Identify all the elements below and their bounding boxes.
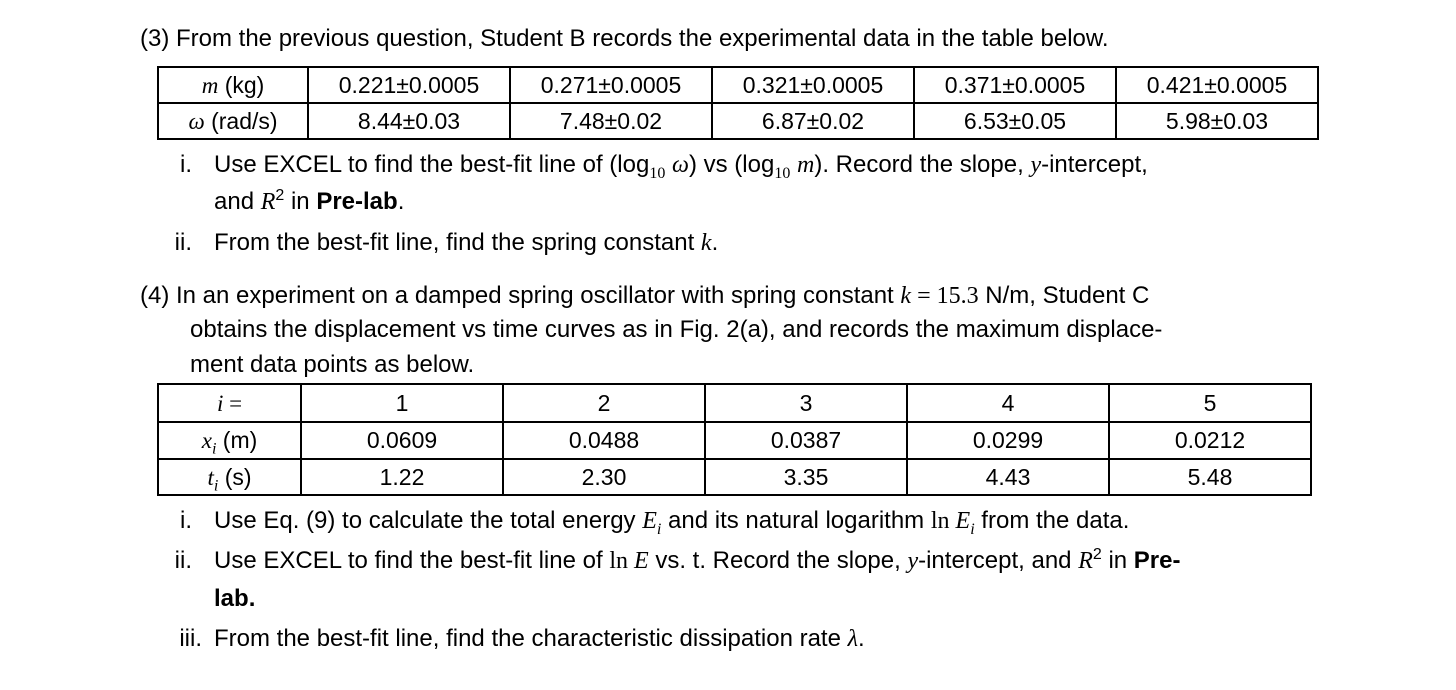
row-header-mass: m (kg) xyxy=(157,66,309,104)
table-cell: 5.98±0.03 xyxy=(1115,102,1319,140)
table-row: i = 1 2 3 4 5 xyxy=(157,383,1312,423)
table-row: ω (rad/s) 8.44±0.03 7.48±0.02 6.87±0.02 … xyxy=(157,102,1319,140)
q4-item-ii-text: Use EXCEL to find the best-fit line of l… xyxy=(214,546,1181,575)
table-cell: 0.0299 xyxy=(906,421,1110,460)
table-cell: 0.0609 xyxy=(300,421,504,460)
q4-item-i-text: Use Eq. (9) to calculate the total energ… xyxy=(214,507,1130,538)
q4-data-table: i = 1 2 3 4 5 xi (m) 0.0609 0.0488 0.038… xyxy=(157,383,1312,496)
q3-item-i-text: Use EXCEL to find the best-fit line of (… xyxy=(214,151,1148,182)
table-cell: 5.48 xyxy=(1108,458,1312,496)
q4-heading-line3: ment data points as below. xyxy=(190,351,475,378)
table-cell: 0.0488 xyxy=(502,421,706,460)
table-cell: 0.321±0.0005 xyxy=(711,66,915,104)
table-cell: 5 xyxy=(1108,383,1312,423)
table-cell: 0.271±0.0005 xyxy=(509,66,713,104)
q3-item-i-marker: i. xyxy=(180,151,192,178)
table-row: ti (s) 1.22 2.30 3.35 4.43 5.48 xyxy=(157,458,1312,496)
table-cell: 6.53±0.05 xyxy=(913,102,1117,140)
q3-heading: (3) From the previous question, Student … xyxy=(140,25,1109,52)
q4-item-iii-marker: iii. xyxy=(179,625,202,652)
q4-heading-line2: obtains the displacement vs time curves … xyxy=(190,316,1163,343)
q4-item-i-marker: i. xyxy=(180,507,192,534)
row-header-time: ti (s) xyxy=(157,458,302,496)
table-row: xi (m) 0.0609 0.0488 0.0387 0.0299 0.021… xyxy=(157,421,1312,460)
table-cell: 3 xyxy=(704,383,908,423)
table-cell: 1.22 xyxy=(300,458,504,496)
table-row: m (kg) 0.221±0.0005 0.271±0.0005 0.321±0… xyxy=(157,66,1319,104)
table-cell: 6.87±0.02 xyxy=(711,102,915,140)
table-cell: 1 xyxy=(300,383,504,423)
table-cell: 3.35 xyxy=(704,458,908,496)
table-cell: 7.48±0.02 xyxy=(509,102,713,140)
table-cell: 0.0387 xyxy=(704,421,908,460)
table-cell: 0.421±0.0005 xyxy=(1115,66,1319,104)
row-header-omega: ω (rad/s) xyxy=(157,102,309,140)
table-cell: 0.221±0.0005 xyxy=(307,66,511,104)
row-header-index: i = xyxy=(157,383,302,423)
table-cell: 0.0212 xyxy=(1108,421,1312,460)
q3-item-ii-text: From the best-fit line, find the spring … xyxy=(214,229,719,256)
q4-item-iii-text: From the best-fit line, find the charact… xyxy=(214,625,865,652)
q3-item-i-text-line2: and R2 in Pre-lab. xyxy=(214,187,405,216)
table-cell: 4 xyxy=(906,383,1110,423)
q4-heading: (4) In an experiment on a damped spring … xyxy=(140,282,1150,309)
table-cell: 2.30 xyxy=(502,458,706,496)
table-cell: 0.371±0.0005 xyxy=(913,66,1117,104)
q3-item-ii-marker: ii. xyxy=(174,229,192,256)
table-cell: 4.43 xyxy=(906,458,1110,496)
table-cell: 8.44±0.03 xyxy=(307,102,511,140)
q4-item-ii-text-line2: lab. xyxy=(214,585,256,612)
q4-item-ii-marker: ii. xyxy=(174,547,192,574)
table-cell: 2 xyxy=(502,383,706,423)
q3-data-table: m (kg) 0.221±0.0005 0.271±0.0005 0.321±0… xyxy=(157,66,1319,140)
row-header-displacement: xi (m) xyxy=(157,421,302,460)
